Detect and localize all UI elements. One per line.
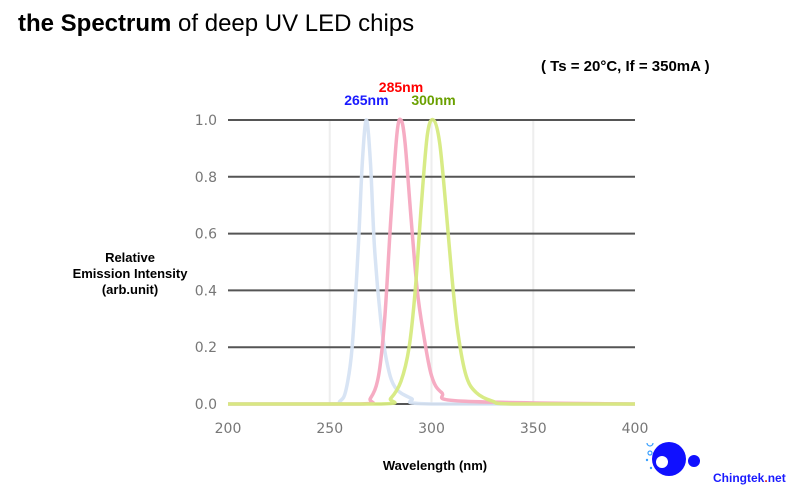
x-tick-label: 350 bbox=[520, 421, 547, 437]
x-tick-label: 300 bbox=[418, 421, 445, 437]
y-axis-label: Relative Emission Intensity (arb.unit) bbox=[40, 250, 220, 298]
y-tick-label: 0.0 bbox=[195, 397, 217, 413]
series-line-300nm bbox=[227, 117, 635, 406]
series-line-285nm bbox=[227, 117, 636, 406]
y-label-line: Relative bbox=[105, 250, 155, 265]
y-tick-label: 1.0 bbox=[195, 113, 217, 129]
series-label: 265nm bbox=[344, 92, 388, 108]
x-tick-label: 200 bbox=[215, 421, 242, 437]
series-label: 285nm bbox=[379, 79, 423, 95]
y-tick-label: 0.8 bbox=[195, 170, 217, 186]
x-tick-label: 250 bbox=[316, 421, 343, 437]
chart-title: the Spectrum of deep UV LED chips bbox=[18, 10, 414, 38]
series-line-265nm bbox=[227, 118, 635, 406]
brand-name: Chingtek.net bbox=[713, 471, 786, 485]
title-rest: of deep UV LED chips bbox=[171, 10, 415, 37]
y-label-line: (arb.unit) bbox=[101, 282, 159, 297]
brand-text: Chingtek bbox=[713, 471, 765, 485]
y-tick-label: 0.4 bbox=[195, 283, 217, 299]
brand-tld: net bbox=[767, 471, 786, 485]
x-axis-label: Wavelength (nm) bbox=[382, 458, 488, 473]
y-tick-label: 0.2 bbox=[195, 340, 217, 356]
x-tick-label: 400 bbox=[622, 421, 649, 437]
test-conditions: ( Ts = 20°C, If = 350mA ) bbox=[541, 58, 710, 75]
y-tick-label: 0.6 bbox=[195, 227, 217, 243]
brand-dot: . bbox=[764, 471, 768, 485]
y-label-line: Emission Intensity bbox=[72, 266, 188, 281]
title-bold: the Spectrum bbox=[18, 10, 172, 37]
series-label: 300nm bbox=[411, 92, 455, 108]
